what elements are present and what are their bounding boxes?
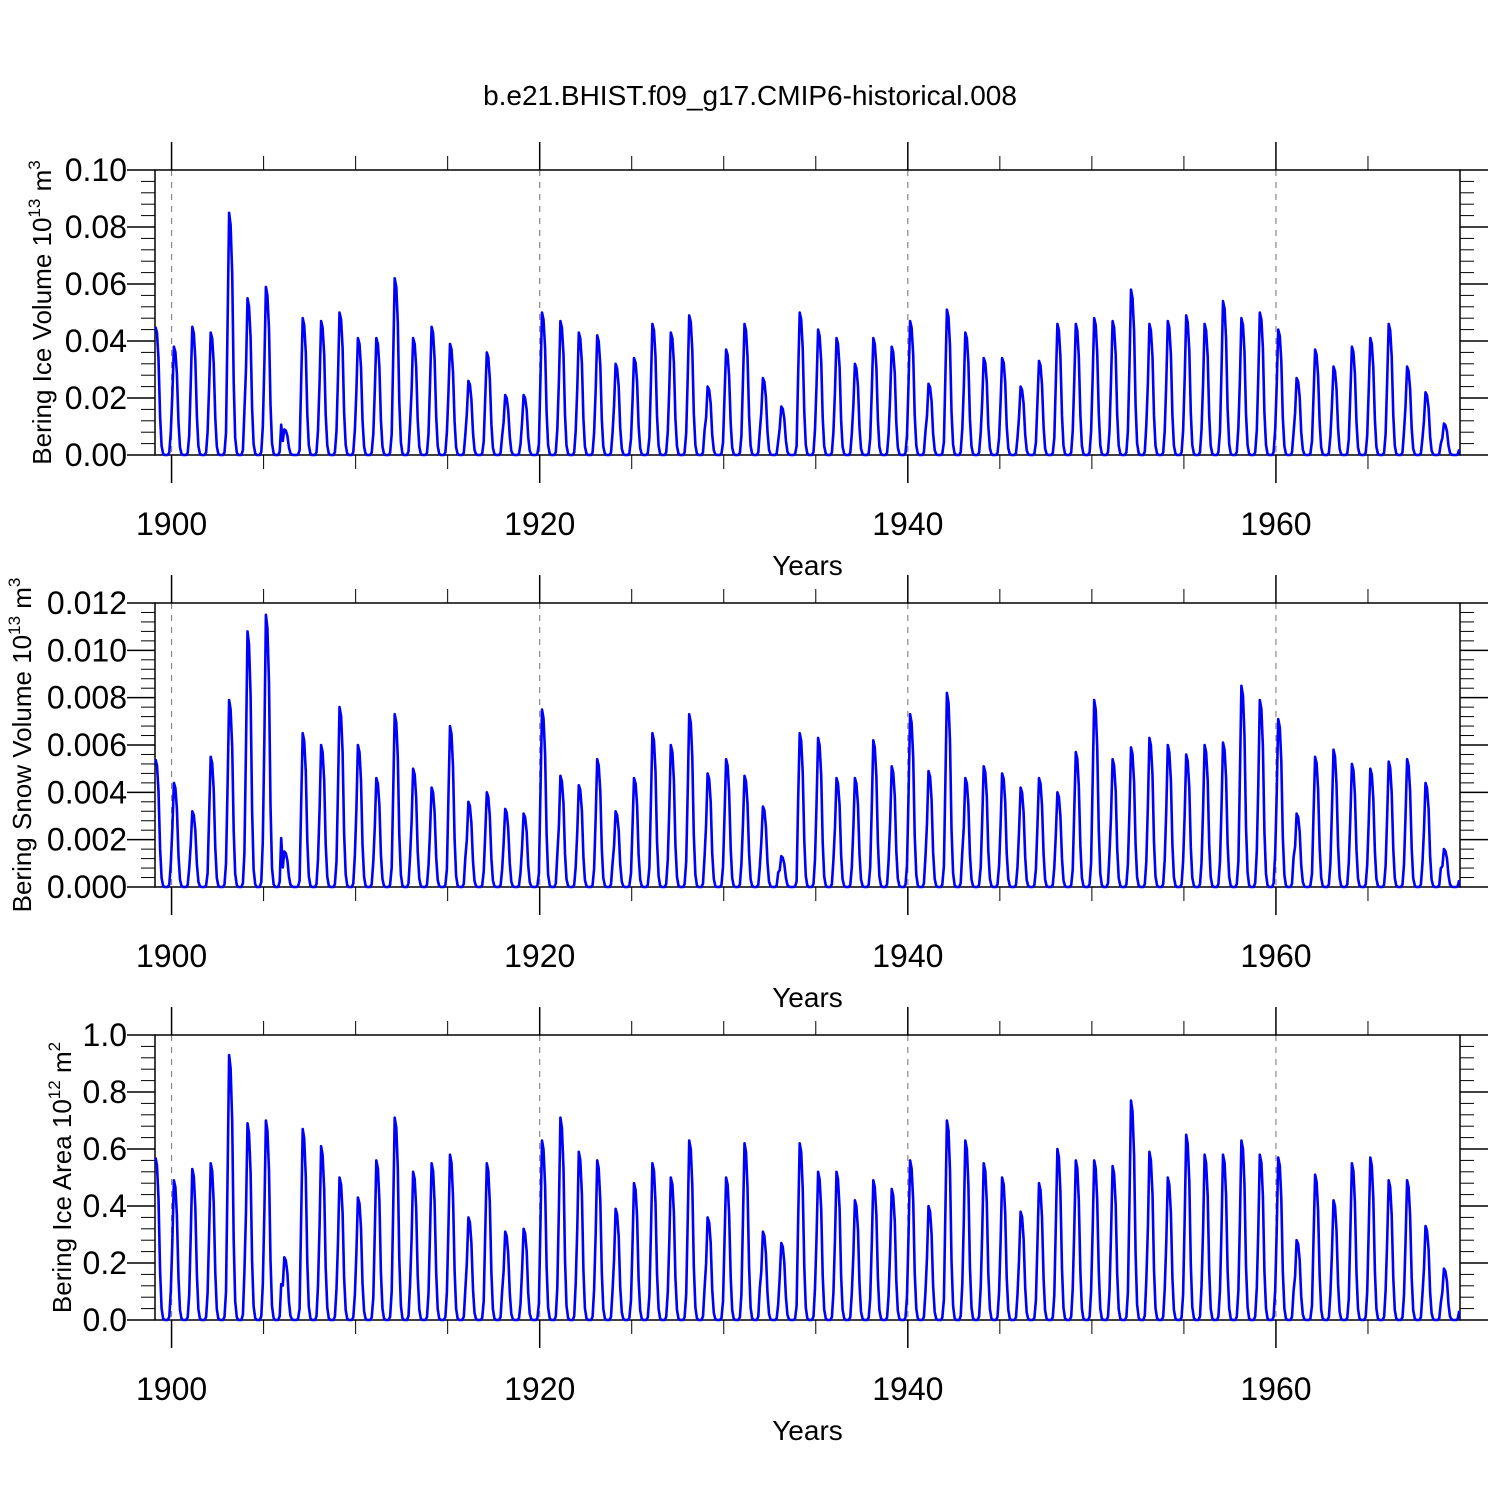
- x-tick-label: 1960: [1240, 938, 1311, 974]
- y-tick-label: 1.0: [83, 1017, 127, 1053]
- y-tick-label: 0.008: [47, 680, 127, 716]
- x-axis-label: Years: [772, 1415, 843, 1446]
- y-tick-label: 0.04: [65, 323, 127, 359]
- y-axis-label-exponent: 12: [45, 1080, 64, 1099]
- y-tick-label: 0.06: [65, 266, 127, 302]
- panel-1: 0.00 0.02 0.04 0.06 0.08 0.10 1900 1920 1940 1960…: [25, 142, 1488, 581]
- y-tick-label: 0.000: [47, 869, 127, 905]
- y-tick-label: 0.012: [47, 585, 127, 621]
- y-tick-label: 0.00: [65, 437, 127, 473]
- panel-2: 0.000 0.002 0.004 0.006 0.008 0.010 0.012 1900 1…: [5, 575, 1488, 1013]
- y-axis-label-exponent: 13: [5, 616, 24, 635]
- y-tick-label: 0.6: [83, 1131, 127, 1167]
- y-axis-label-base: Bering Ice Volume 10: [27, 218, 57, 465]
- y-tick-label: 0.8: [83, 1074, 127, 1110]
- y-axis-label-unit-exponent: 2: [45, 1042, 64, 1051]
- x-tick-label: 1940: [872, 1371, 943, 1407]
- y-axis-label: Bering Ice Volume 1013 m3: [25, 160, 57, 464]
- x-tick-label: 1900: [136, 1371, 207, 1407]
- y-axis-label-base: Bering Snow Volume 10: [7, 635, 37, 913]
- y-tick-label: 0.02: [65, 380, 127, 416]
- y-tick-label: 0.2: [83, 1245, 127, 1281]
- panel-3: 0.0 0.2 0.4 0.6 0.8 1.0 1900 1920 1940 1960 Years B…: [45, 1007, 1488, 1446]
- x-tick-label: 1960: [1240, 1371, 1311, 1407]
- y-tick-label: 0.004: [47, 774, 127, 810]
- x-tick-label: 1920: [504, 506, 575, 542]
- y-tick-label: 0.08: [65, 209, 127, 245]
- y-axis-label: Bering Snow Volume 1013 m3: [5, 578, 37, 913]
- x-tick-label: 1900: [136, 938, 207, 974]
- y-tick-label: 0.10: [65, 152, 127, 188]
- x-tick-label: 1940: [872, 506, 943, 542]
- x-axis-label: Years: [772, 982, 843, 1013]
- y-axis-label-unit: m: [7, 587, 37, 616]
- y-axis-label-exponent: 13: [25, 199, 44, 218]
- y-axis-label-unit: m: [27, 170, 57, 199]
- x-tick-label: 1900: [136, 506, 207, 542]
- y-tick-label: 0.006: [47, 727, 127, 763]
- y-axis-label: Bering Ice Area 1012 m2: [45, 1042, 77, 1313]
- figure-title: b.e21.BHIST.f09_g17.CMIP6-historical.008: [483, 80, 1017, 111]
- x-tick-label: 1940: [872, 938, 943, 974]
- x-tick-label: 1960: [1240, 506, 1311, 542]
- series-line-1: [154, 1053, 1461, 1322]
- y-tick-label: 0.0: [83, 1302, 127, 1338]
- series-line-1: [154, 211, 1461, 457]
- x-tick-label: 1920: [504, 1371, 575, 1407]
- series-line-1: [154, 613, 1461, 889]
- y-axis-label-unit-exponent: 3: [5, 578, 24, 587]
- y-axis-label-unit-exponent: 3: [25, 160, 44, 169]
- y-tick-label: 0.002: [47, 822, 127, 858]
- y-tick-label: 0.4: [83, 1188, 127, 1224]
- x-tick-label: 1920: [504, 938, 575, 974]
- x-axis-label: Years: [772, 550, 843, 581]
- y-tick-label: 0.010: [47, 632, 127, 668]
- y-axis-label-base: Bering Ice Area 10: [47, 1099, 77, 1313]
- y-axis-label-unit: m: [47, 1051, 77, 1080]
